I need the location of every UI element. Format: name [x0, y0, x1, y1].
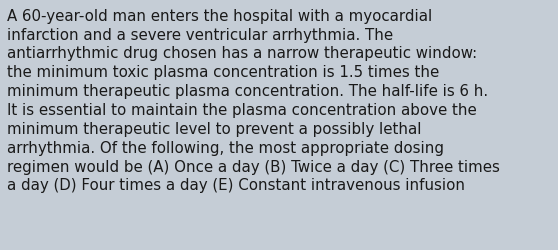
Text: A 60-year-old man enters the hospital with a myocardial
infarction and a severe : A 60-year-old man enters the hospital wi… [7, 9, 499, 192]
